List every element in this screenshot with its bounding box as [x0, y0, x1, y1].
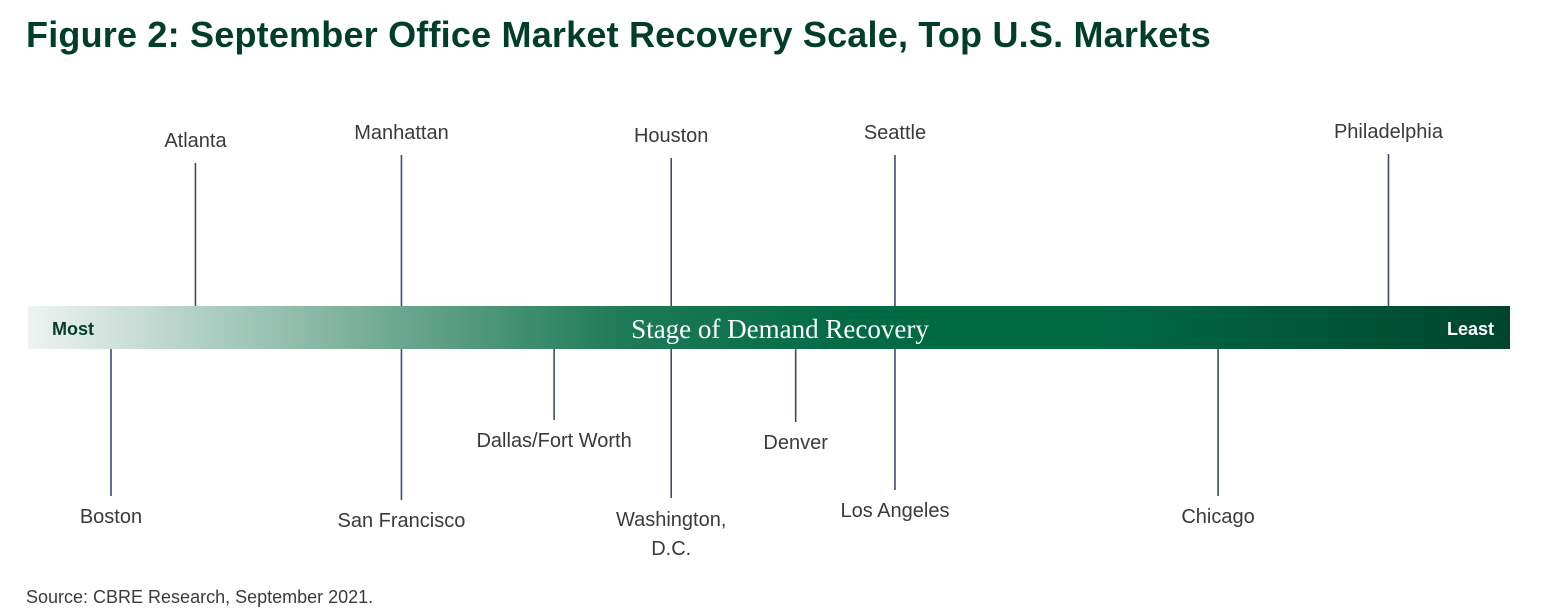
recovery-scale-bar — [28, 306, 1510, 349]
market-label-seattle: Seattle — [864, 122, 926, 144]
market-label-denver: Denver — [763, 432, 828, 454]
market-label-philadelphia: Philadelphia — [1334, 121, 1444, 143]
market-label-los-angeles: Los Angeles — [840, 500, 949, 522]
source-note: Source: CBRE Research, September 2021. — [26, 587, 374, 607]
market-label-dallas-fort-worth: Dallas/Fort Worth — [476, 430, 631, 452]
chart-title: Figure 2: September Office Market Recove… — [26, 14, 1211, 55]
market-label-atlanta: Atlanta — [164, 130, 227, 152]
scale-least-label: Least — [1447, 319, 1494, 339]
market-label-san-francisco: San Francisco — [338, 510, 466, 532]
market-label-manhattan: Manhattan — [354, 122, 449, 144]
market-label-washington-d-c: Washington, D.C. — [616, 509, 726, 560]
scale-most-label: Most — [52, 319, 94, 339]
scale-bar-title: Stage of Demand Recovery — [631, 314, 929, 344]
market-markers: Atlanta Manhattan Houston Seattle Philadelph… — [80, 121, 1444, 560]
market-label-houston: Houston — [634, 125, 709, 147]
market-label-boston: Boston — [80, 506, 142, 528]
market-label-chicago: Chicago — [1181, 506, 1254, 528]
